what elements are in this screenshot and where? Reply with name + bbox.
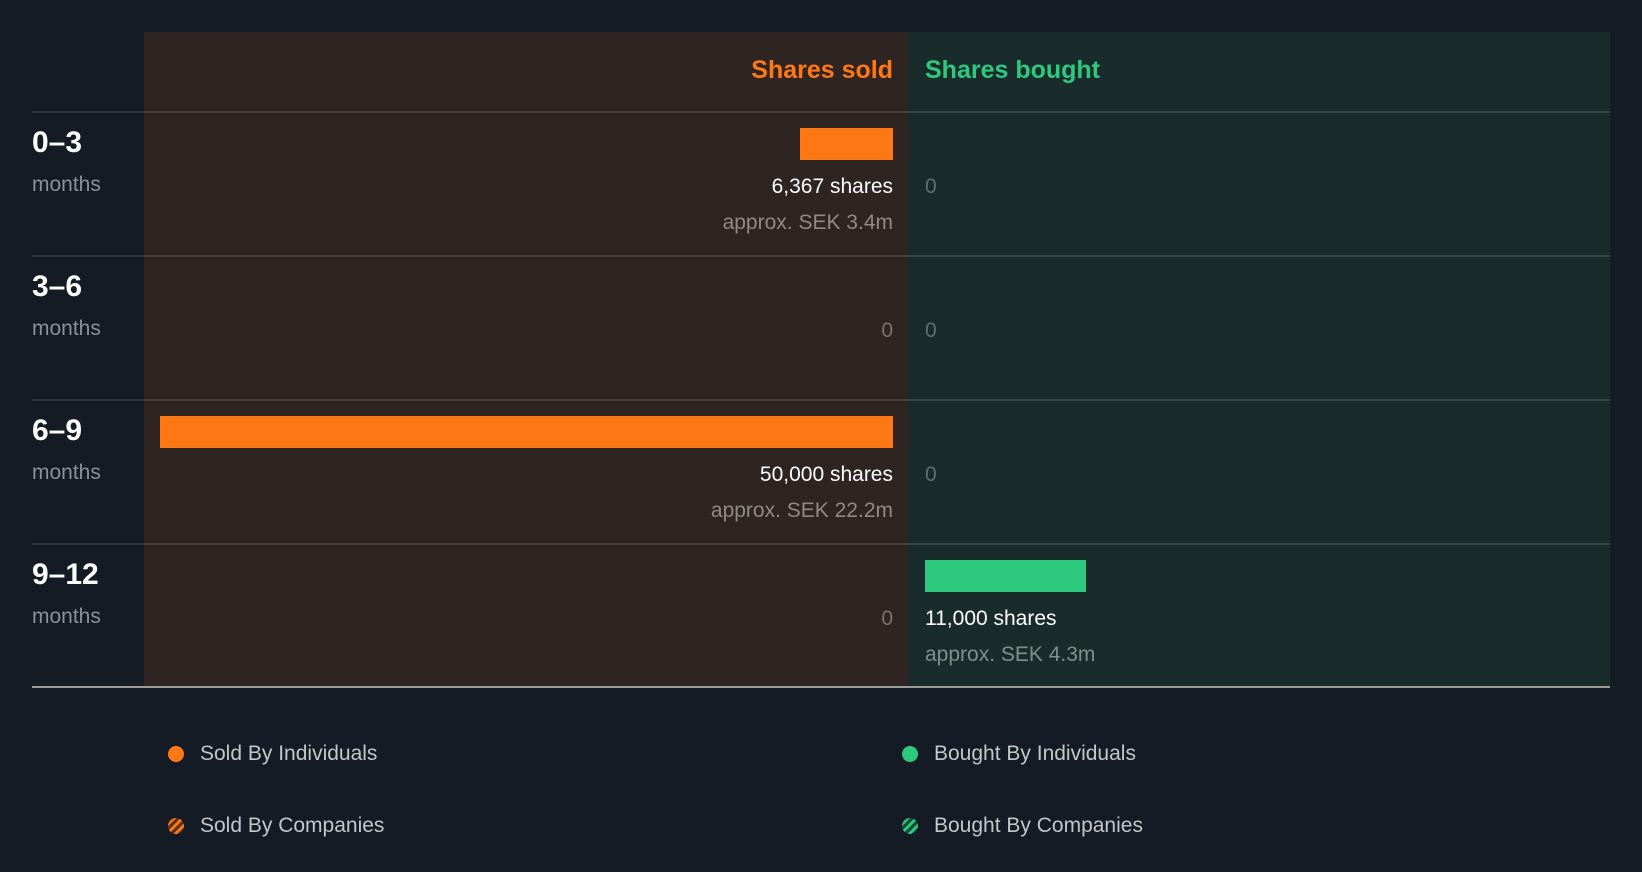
row-divider: [32, 399, 1610, 401]
table-row: 3–6 months 0 0: [0, 257, 1642, 401]
period-label: 0–3: [32, 126, 83, 159]
solid-orange-dot-icon: [168, 746, 184, 762]
period-label: 3–6: [32, 270, 83, 303]
chart-baseline: [32, 686, 1610, 688]
bought-approx-value: approx. SEK 4.3m: [925, 643, 1096, 666]
bought-zero: 0: [925, 463, 937, 486]
period-unit: months: [32, 605, 101, 628]
period-unit: months: [32, 173, 101, 196]
sold-shares: 6,367 shares: [771, 175, 893, 198]
sold-shares: 50,000 shares: [759, 463, 893, 486]
bought-shares: 11,000 shares: [925, 607, 1057, 630]
shares-sold-header: Shares sold: [751, 56, 893, 84]
sold-bar[interactable]: [800, 128, 893, 160]
legend-sold-by-individuals[interactable]: Sold By Individuals: [168, 740, 377, 768]
bought-zero: 0: [925, 175, 937, 198]
solid-green-dot-icon: [902, 746, 918, 762]
legend-label: Bought By Companies: [934, 814, 1143, 837]
period-unit: months: [32, 461, 101, 484]
legend-sold-by-companies[interactable]: Sold By Companies: [168, 812, 384, 840]
period-unit: months: [32, 317, 101, 340]
sold-approx-value: approx. SEK 3.4m: [722, 211, 893, 234]
table-row: 0–3 months 6,367 shares approx. SEK 3.4m…: [0, 113, 1642, 257]
row-divider: [32, 255, 1610, 257]
bought-zero: 0: [925, 319, 937, 342]
table-row: 9–12 months 0 11,000 shares approx. SEK …: [0, 545, 1642, 689]
legend-label: Bought By Individuals: [934, 742, 1136, 765]
legend-label: Sold By Companies: [200, 814, 385, 837]
table-row: 6–9 months 50,000 shares approx. SEK 22.…: [0, 401, 1642, 545]
legend-label: Sold By Individuals: [200, 742, 378, 765]
shares-bought-header: Shares bought: [925, 56, 1101, 84]
striped-orange-dot-icon: [168, 818, 184, 834]
striped-green-dot-icon: [902, 818, 918, 834]
period-label: 6–9: [32, 414, 83, 447]
sold-approx-value: approx. SEK 22.2m: [710, 499, 893, 522]
sold-panel: [144, 32, 909, 687]
legend-bought-by-companies[interactable]: Bought By Companies: [902, 812, 1143, 840]
period-label: 9–12: [32, 558, 99, 591]
legend-bought-by-individuals[interactable]: Bought By Individuals: [902, 740, 1136, 768]
row-divider: [32, 543, 1610, 545]
bought-bar[interactable]: [925, 560, 1086, 592]
sold-zero: 0: [881, 607, 893, 630]
sold-bar[interactable]: [160, 416, 893, 448]
row-divider: [32, 111, 1610, 113]
sold-zero: 0: [881, 319, 893, 342]
